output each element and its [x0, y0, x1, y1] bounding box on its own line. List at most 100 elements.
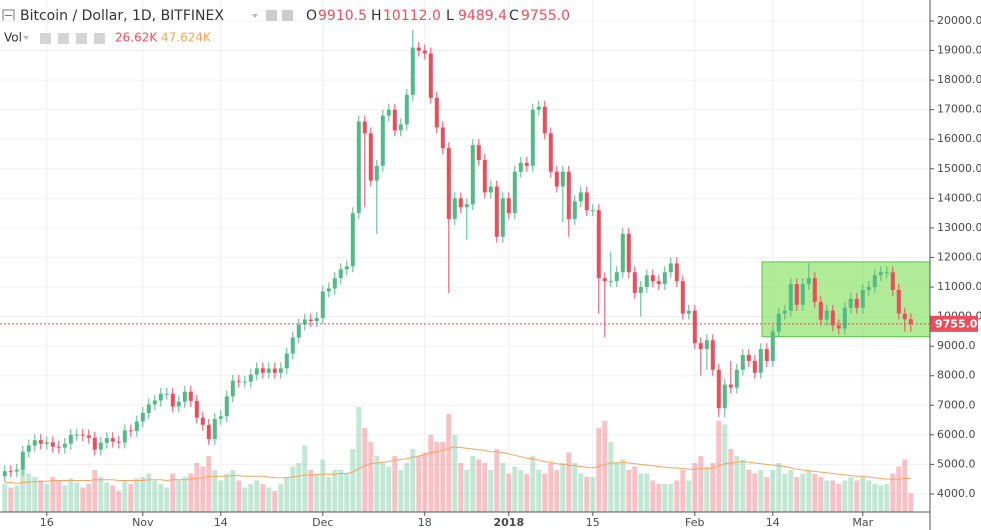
candle-body [314, 318, 319, 322]
ohlc-value: 9910.5 [318, 8, 367, 24]
candle-body [818, 301, 823, 320]
candle-body [164, 393, 169, 395]
x-tick-label: 15 [586, 516, 600, 529]
volume-value: 26.62K [115, 31, 158, 45]
volume-bar [554, 469, 560, 512]
candle-body [878, 272, 883, 276]
candle-body [398, 124, 403, 131]
volume-bar [140, 476, 146, 512]
volume-bar [602, 420, 608, 512]
volume-bar [242, 487, 248, 512]
candle-body [248, 374, 253, 382]
x-tick-label: Feb [685, 516, 704, 529]
volume-bar [188, 473, 194, 512]
candle-body [14, 469, 19, 472]
candle-body [788, 284, 793, 311]
candle-body [56, 446, 61, 448]
volume-bar [470, 455, 476, 512]
candle-body [104, 438, 109, 443]
volume-bar [20, 469, 26, 512]
candle-body [86, 435, 91, 438]
candle-body [500, 198, 505, 237]
volume-bar [716, 420, 722, 512]
volume-bar [116, 490, 122, 512]
y-tick-label: 20000.0 [937, 14, 981, 27]
volume-bar [644, 473, 650, 512]
candle-body [32, 440, 37, 446]
volume-bar [482, 462, 488, 512]
volume-bar [80, 487, 86, 512]
candle-body [206, 424, 211, 439]
candle-body [566, 171, 571, 220]
volume-bar [818, 476, 824, 512]
y-tick-label: 9000.0 [937, 339, 976, 352]
candle-body [170, 393, 175, 407]
volume-bar [410, 448, 416, 512]
volume-bar [128, 483, 134, 512]
volume-bar [776, 462, 782, 512]
candle-body [338, 269, 343, 279]
volume-bar [434, 441, 440, 512]
volume-bar [290, 466, 296, 512]
candle-body [488, 186, 493, 193]
volume-bar [758, 469, 764, 512]
volume-bar [524, 473, 530, 512]
volume-bar [224, 473, 230, 512]
y-tick-label: 5000.0 [937, 457, 976, 470]
candle-body [848, 298, 853, 308]
candle-body [446, 148, 451, 220]
volume-bar [110, 485, 116, 512]
candle-body [770, 331, 775, 361]
candle-body [344, 266, 349, 270]
candle-body [890, 272, 895, 290]
candle-body [524, 162, 529, 166]
candle-body [686, 310, 691, 314]
candle-body [644, 275, 649, 288]
y-tick-label: 4000.0 [937, 487, 976, 500]
candle-body [560, 171, 565, 187]
candle-body [698, 343, 703, 350]
candle-body [320, 291, 325, 319]
volume-bar [506, 473, 512, 512]
y-tick-label: 7000.0 [937, 398, 976, 411]
candle-body [458, 198, 463, 208]
candle-body [380, 115, 385, 166]
volume-bar [530, 455, 536, 512]
volume-bar [800, 473, 806, 512]
ohlc-key: C [509, 8, 519, 24]
candle-body [62, 443, 67, 448]
candle-body [614, 272, 619, 282]
volume-bar [608, 441, 614, 512]
volume-bar [344, 473, 350, 512]
candle-body [218, 416, 223, 419]
candle-body [734, 369, 739, 388]
eye-icon [282, 10, 293, 21]
candle-body [836, 325, 841, 329]
volume-bar [8, 487, 14, 512]
volume-bar [362, 427, 368, 512]
candle-body [494, 186, 499, 237]
candle-body [194, 400, 199, 418]
volume-bar [236, 480, 242, 512]
volume-bar [512, 466, 518, 512]
volume-bar [878, 485, 884, 512]
x-tick-label: 16 [40, 516, 54, 529]
volume-bar [272, 490, 278, 512]
candle-body [806, 278, 811, 285]
volume-bar [356, 406, 362, 512]
y-tick-label: 14000.0 [937, 191, 981, 204]
candle-body [422, 50, 427, 54]
volume-bar [632, 466, 638, 512]
volume-ma-line [4, 446, 911, 484]
candle-body [596, 210, 601, 279]
candle-body [8, 471, 13, 473]
candle-body [704, 340, 709, 350]
y-tick-label: 16000.0 [937, 132, 981, 145]
candle-body [662, 272, 667, 285]
candle-body [68, 434, 73, 444]
candle-body [542, 106, 547, 134]
volume-bar [392, 455, 398, 512]
volume-bar [854, 480, 860, 512]
candle-body [536, 106, 541, 110]
